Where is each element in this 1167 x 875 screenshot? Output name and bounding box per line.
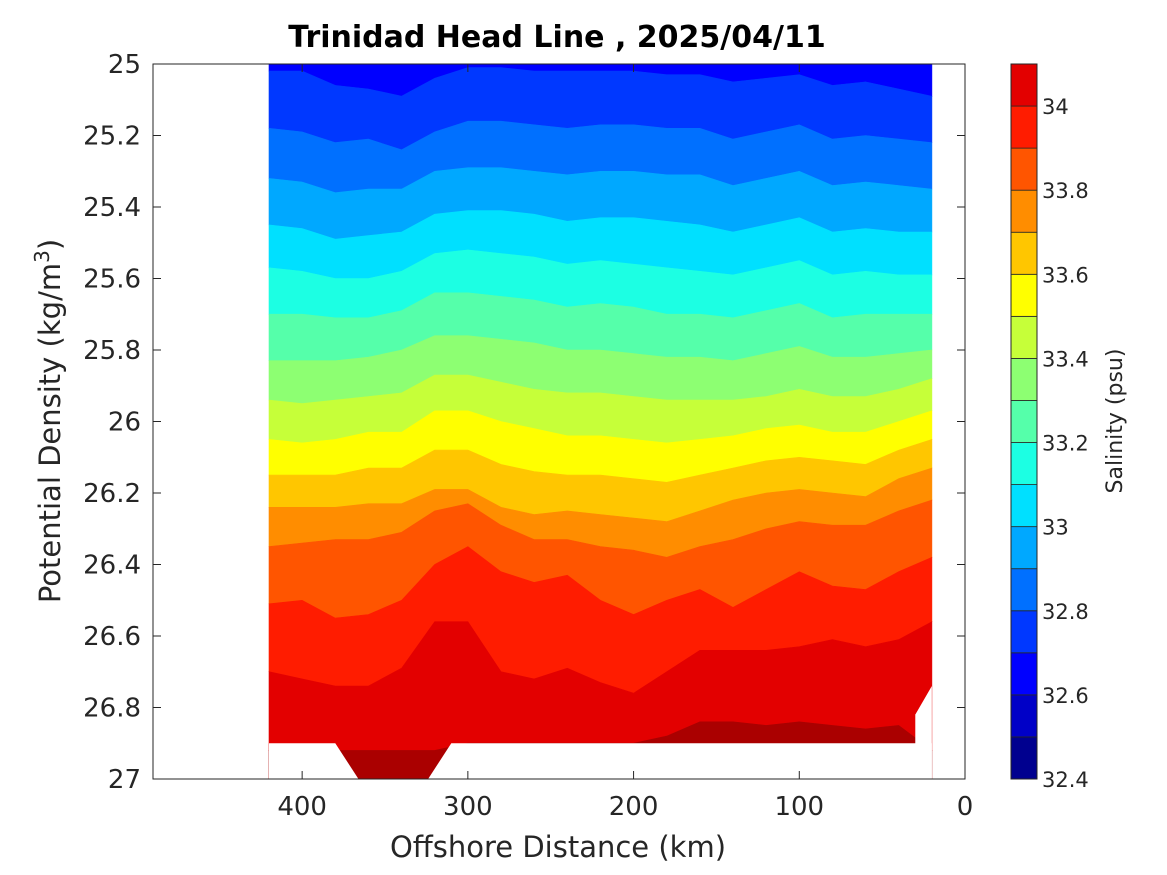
- colorbar-segment: [1010, 358, 1038, 401]
- y-tick-label: 26.2: [83, 479, 141, 509]
- colorbar-tick-label: 33.6: [1042, 263, 1089, 287]
- colorbar-tick-label: 33.2: [1042, 432, 1089, 456]
- colorbar-segment: [1010, 484, 1038, 528]
- y-tick-label: 25.8: [83, 336, 141, 366]
- colorbar-tick-label: 33.4: [1042, 347, 1089, 371]
- colorbar-segment: [1010, 610, 1038, 654]
- x-tick-label: 400: [277, 792, 327, 822]
- no-data-mask: [915, 686, 932, 779]
- colorbar-segment: [1010, 568, 1038, 612]
- colorbar-segment: [1010, 273, 1038, 317]
- y-tick-label: 25: [108, 50, 141, 80]
- y-tick-label: 27: [108, 765, 141, 795]
- colorbar-tick-label: 32.6: [1042, 684, 1089, 708]
- colorbar-tick-label: 32.4: [1042, 768, 1089, 792]
- y-tick-label: 25.2: [83, 122, 141, 152]
- x-axis-ticks: 400 300 200 100 0: [277, 64, 973, 822]
- colorbar-segment: [1010, 147, 1038, 191]
- x-tick-label: 100: [774, 792, 824, 822]
- colorbar-tick-label: 33: [1042, 516, 1069, 540]
- y-tick-label: 25.6: [83, 265, 141, 295]
- y-tick-label: 26: [108, 408, 141, 438]
- colorbar-tick-label: 32.8: [1042, 600, 1089, 624]
- colorbar-segment: [1010, 105, 1038, 149]
- y-axis-ticks: 25 25.2 25.4 25.6 25.8 26 26.2 26.4 26.6 26.8 27: [83, 50, 965, 795]
- y-tick-label: 26.6: [83, 622, 141, 652]
- y-tick-label: 26.8: [83, 694, 141, 724]
- colorbar-tick-label: 34: [1042, 95, 1069, 119]
- no-data-mask: [428, 743, 932, 779]
- colorbar: [1010, 63, 1038, 780]
- x-tick-label: 300: [443, 792, 493, 822]
- colorbar-ticks: 32.4 32.6 32.8 33 33.2 33.4 33.6 33.8 34: [1042, 95, 1089, 792]
- colorbar-segment: [1010, 694, 1038, 738]
- colorbar-segment: [1010, 63, 1038, 107]
- contour-bands: [268, 63, 933, 780]
- colorbar-label: Salinity (psu): [1103, 349, 1128, 494]
- colorbar-tick-label: 33.8: [1042, 179, 1089, 203]
- y-axis-label: Potential Density (kg/m3): [30, 239, 67, 603]
- colorbar-frame: [1010, 63, 1038, 780]
- colorbar-segment: [1010, 652, 1038, 696]
- x-axis-label: Offshore Distance (km): [390, 830, 726, 864]
- x-tick-label: 0: [957, 792, 974, 822]
- y-tick-label: 25.4: [83, 193, 141, 223]
- colorbar-segment: [1010, 526, 1038, 570]
- x-tick-label: 200: [609, 792, 659, 822]
- colorbar-segment: [1010, 231, 1038, 275]
- y-tick-label: 26.4: [83, 551, 141, 581]
- colorbar-segment: [1010, 442, 1038, 485]
- colorbar-segment: [1010, 400, 1038, 443]
- chart-title: Trinidad Head Line , 2025/04/11: [288, 20, 825, 55]
- colorbar-segment: [1010, 189, 1038, 233]
- colorbar-segment: [1010, 315, 1038, 359]
- colorbar-segment: [1010, 736, 1038, 780]
- no-data-mask: [269, 743, 359, 779]
